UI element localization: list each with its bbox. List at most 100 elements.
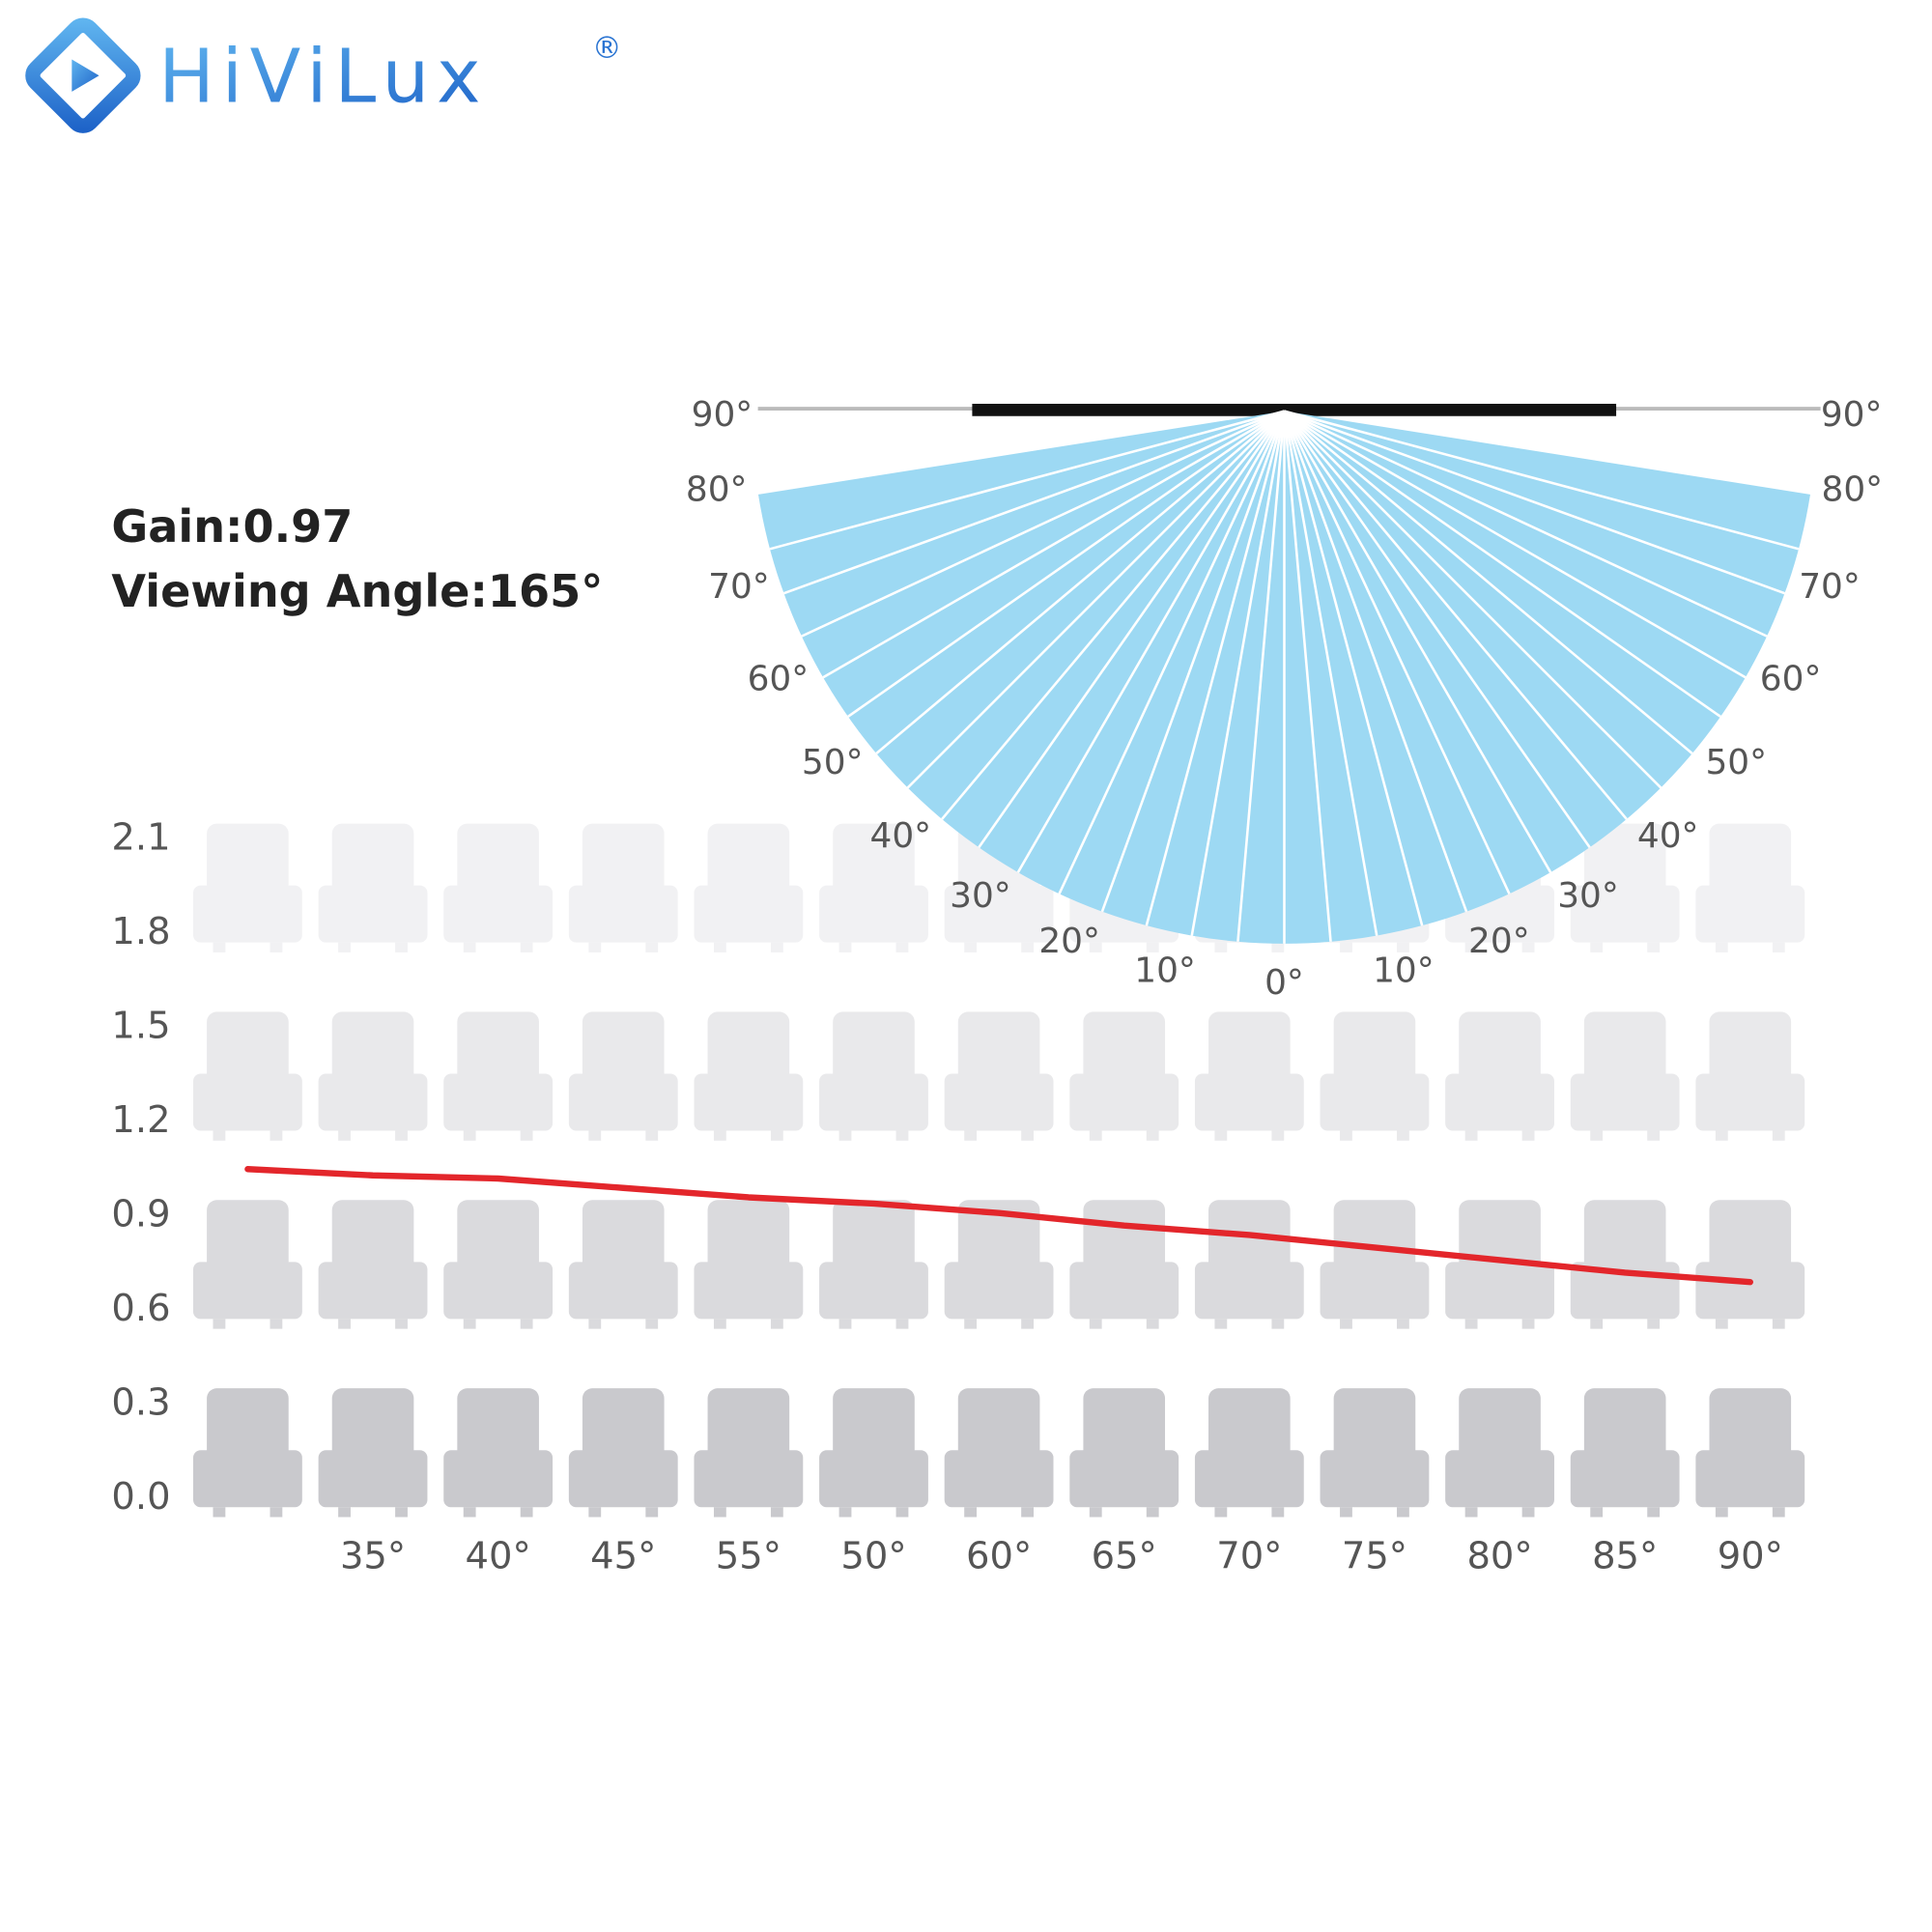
seat-base [443,885,554,943]
seat-back [207,1011,289,1089]
seat-leg [520,1319,533,1329]
seat-base [443,1450,554,1508]
seat-base [944,885,1054,943]
logo: HiViLux ® [25,17,622,133]
fan-ray [1283,410,1591,848]
x-tick-label: 55° [716,1534,781,1577]
seat-back [457,1388,539,1465]
seat-leg [838,1319,852,1329]
seat-leg [520,1507,533,1518]
seat-leg [838,1130,852,1141]
fan-ray [1283,410,1768,638]
seat-back [207,1388,289,1465]
seat-base [694,1450,804,1508]
seat-back [1709,1388,1792,1465]
seat-leg [1214,1130,1228,1141]
fan-ray [1283,411,1378,936]
seat-back [833,1388,915,1465]
seat-base [819,885,928,943]
y-tick-label: 1.2 [111,1098,170,1142]
seat-leg [1340,1507,1352,1518]
seat-leg [520,1130,533,1141]
fan-ray [822,410,1286,679]
seat-leg [1397,1319,1409,1329]
seat-base [819,1262,928,1320]
seat-leg [1214,942,1228,952]
seat-leg [1214,1507,1228,1518]
seat-back [957,1011,1040,1089]
fan-label: 0° [1264,963,1304,1003]
seat-leg [213,942,226,952]
seat-leg [1772,1130,1785,1141]
seat-leg [1340,942,1352,952]
fan-ray [1058,411,1286,895]
seat-leg [1590,942,1604,952]
seat-back [1583,1011,1666,1089]
y-tick-label: 2.1 [111,816,170,860]
seat-leg [588,1507,602,1518]
seat-base [1194,1262,1304,1320]
x-tick-label: 70° [1216,1534,1282,1577]
fan-ray [941,410,1286,820]
seat-leg [1521,1507,1535,1518]
seat-leg [213,1130,226,1141]
seat-back [582,1200,665,1277]
seat-leg [770,942,783,952]
seat-leg [1772,1319,1785,1329]
seat-leg [338,1130,351,1141]
seat-leg [713,1507,726,1518]
seat-back [1583,1200,1666,1277]
fan-label: 40° [1637,816,1699,856]
seat-back [833,1200,915,1277]
y-tick-label: 0.0 [111,1475,170,1519]
fan-ray [875,410,1286,754]
seat-base [694,885,804,943]
x-tick-label: 60° [966,1534,1032,1577]
seat-leg [1715,1507,1728,1518]
seat-base [1695,885,1805,943]
seat-leg [213,1319,226,1329]
seat-base [1695,1450,1805,1508]
seat-leg [270,1319,283,1329]
seat-leg [1271,1130,1285,1141]
seat-leg [1647,1507,1661,1518]
seat-base [318,1262,428,1320]
seat-leg [1021,1507,1034,1518]
seat-leg [895,942,909,952]
seat-leg [1715,942,1728,952]
seat-back [1459,1388,1541,1465]
fan-label: 10° [1373,951,1435,990]
seat-leg [1146,1507,1159,1518]
seat-base [1320,1450,1430,1508]
seat-leg [588,942,602,952]
seat-back [457,823,539,901]
seat-leg [338,942,351,952]
seat-leg [1214,1319,1228,1329]
seat-back [1083,1011,1166,1089]
seat-leg [770,1130,783,1141]
seat-leg [1464,1130,1478,1141]
seat-base [1069,1073,1179,1131]
fan-label: 60° [748,659,810,698]
x-tick-label: 85° [1592,1534,1658,1577]
seat-leg [1772,942,1785,952]
fan-ray [847,410,1286,718]
seat-base [318,1450,428,1508]
seat-leg [1590,1130,1604,1141]
seat-leg [964,942,978,952]
seat-leg [1146,1319,1159,1329]
fan-ray [978,410,1286,848]
seat-leg [1089,1130,1102,1141]
seat-leg [1089,942,1102,952]
fan-ray [1283,410,1747,679]
seat-base [1695,1262,1805,1320]
seat-leg [1772,1507,1785,1518]
seat-back [1083,1200,1166,1277]
seat-base [1445,1450,1554,1508]
fan-label: 80° [686,469,748,509]
seat-base [1445,1262,1554,1320]
seat-back [1709,1200,1792,1277]
seat-leg [520,942,533,952]
x-tick-label: 35° [340,1534,406,1577]
